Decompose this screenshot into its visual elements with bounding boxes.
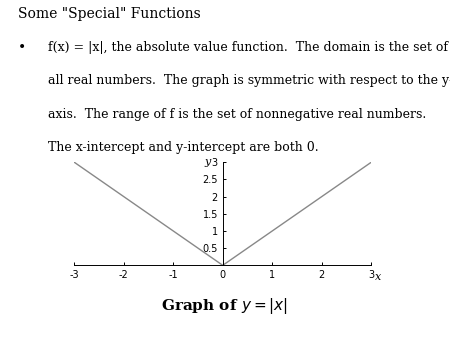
Text: Some "Special" Functions: Some "Special" Functions [18,7,200,21]
Text: Graph of $y = |x|$: Graph of $y = |x|$ [162,296,288,316]
Text: •: • [18,41,26,55]
Text: y: y [204,157,211,167]
Text: x: x [375,271,382,282]
Text: all real numbers.  The graph is symmetric with respect to the y-: all real numbers. The graph is symmetric… [48,74,450,88]
Text: The x-intercept and y-intercept are both 0.: The x-intercept and y-intercept are both… [48,141,319,154]
Text: f(x) = |x|, the absolute value function.  The domain is the set of: f(x) = |x|, the absolute value function.… [48,41,448,54]
Text: axis.  The range of f is the set of nonnegative real numbers.: axis. The range of f is the set of nonne… [48,108,426,121]
